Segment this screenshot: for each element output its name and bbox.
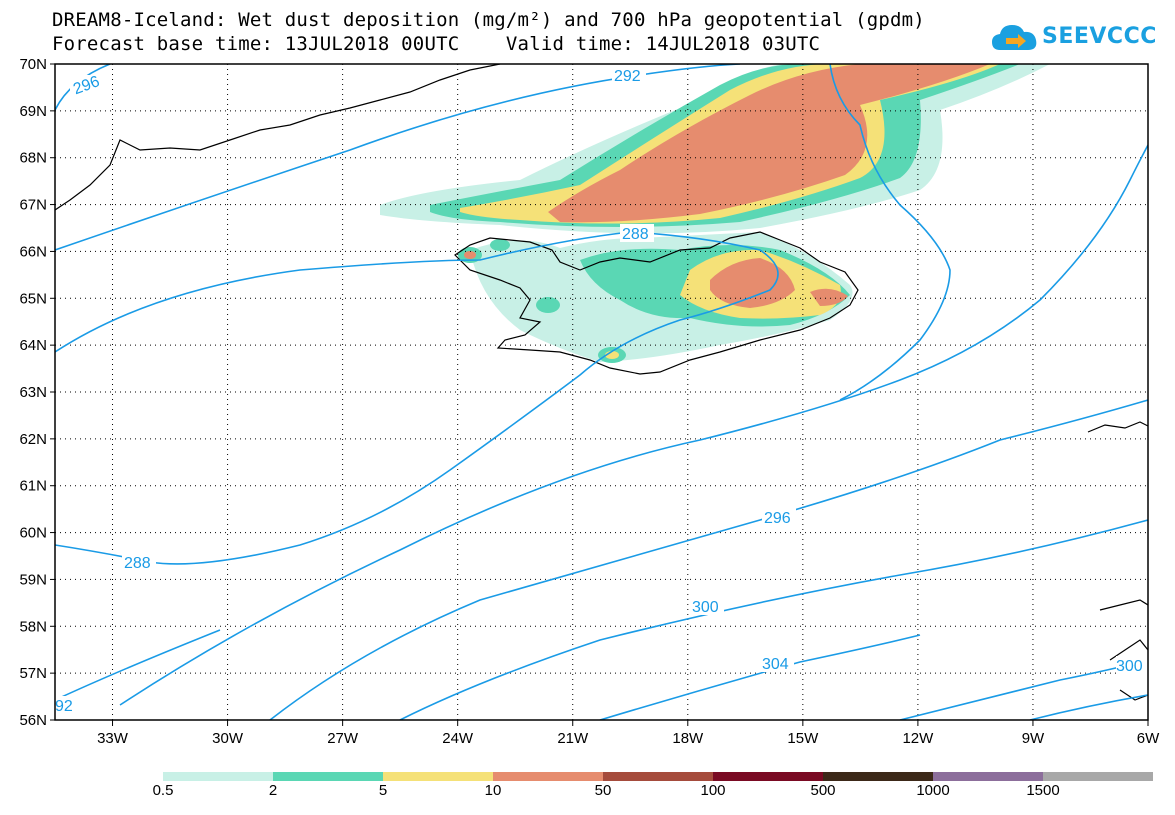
contour-label-288-south: 288: [124, 555, 151, 572]
lat-tick-label: 65N: [19, 290, 47, 307]
colorbar-label: 5: [378, 782, 388, 799]
lat-tick-label: 60N: [19, 525, 47, 542]
colorbar-label: 1000: [916, 782, 950, 799]
contour-label-300-se: 300: [1116, 658, 1143, 675]
greenland-coastline: [55, 64, 501, 211]
lat-tick-label: 63N: [19, 384, 47, 401]
lon-tick-label: 21W: [557, 730, 589, 747]
contour-label-288-north: 288: [622, 226, 649, 243]
latitude-axis: 70N 69N 68N 67N 66N 65N 64N 63N 62N 61N 60N 59N 58N 5…: [19, 56, 55, 729]
lat-tick-label: 62N: [19, 431, 47, 448]
lon-tick-label: 15W: [787, 730, 819, 747]
map-title: DREAM8-Iceland: Wet dust deposition (mg/…: [52, 9, 925, 31]
lat-tick-label: 69N: [19, 103, 47, 120]
colorbar-label: 2: [268, 782, 278, 799]
faroe-coastline: [1087, 421, 1148, 433]
lat-tick-label: 68N: [19, 150, 47, 167]
colorbar-swatch: [493, 772, 603, 781]
lon-tick-label: 27W: [327, 730, 359, 747]
colorbar-swatch: [933, 772, 1043, 781]
lon-tick-label: 30W: [212, 730, 244, 747]
contour-label-300: 300: [692, 599, 719, 616]
contour-label-296-mid: 296: [764, 510, 791, 527]
iceland-level-4b: [810, 288, 848, 306]
contour-label-304: 304: [762, 656, 789, 673]
colorbar-swatch: [273, 772, 383, 781]
lat-tick-label: 61N: [19, 478, 47, 495]
colorbar-swatch: [163, 772, 273, 781]
contour-292-sw: [55, 629, 221, 701]
colorbar-swatch: [603, 772, 713, 781]
contour-304: [399, 519, 1148, 720]
lon-tick-label: 18W: [672, 730, 704, 747]
logo-text: SEEVCCC: [1042, 24, 1157, 49]
colorbar-swatch: [1043, 772, 1153, 781]
cloud-icon: [992, 25, 1037, 50]
lat-tick-label: 56N: [19, 712, 47, 729]
lon-tick-label: 9W: [1022, 730, 1045, 747]
iceland-coastline: [454, 231, 859, 375]
graticule: [55, 64, 1148, 720]
colorbar: [163, 772, 1153, 781]
lon-tick-label: 24W: [442, 730, 474, 747]
lat-tick-label: 59N: [19, 571, 47, 588]
colorbar-label: 0.5: [152, 782, 174, 799]
iceland-level-4a: [710, 258, 795, 308]
colorbar-label: 50: [594, 782, 612, 799]
colorbar-label: 10: [484, 782, 502, 799]
plume-level-4: [548, 64, 990, 223]
contour-label-group: 296 292 288 288 296 300 304 92 300: [55, 66, 1148, 715]
contour-300: [269, 399, 1148, 720]
lat-tick-label: 67N: [19, 197, 47, 214]
colorbar-swatch: [823, 772, 933, 781]
lon-tick-label: 12W: [902, 730, 934, 747]
contour-288-north: [55, 231, 779, 565]
dust-deposition-field: [380, 64, 1050, 363]
map-subtitle: Forecast base time: 13JUL2018 00UTC Vali…: [52, 33, 821, 55]
lat-tick-label: 70N: [19, 56, 47, 73]
longitude-axis: 33W 30W 27W 24W 21W 18W 15W 12W 9W 6W: [97, 720, 1160, 747]
seevccc-logo: SEEVCCC: [990, 20, 1170, 60]
contour-292-top: [55, 64, 741, 251]
colorbar-swatch: [383, 772, 493, 781]
colorbar-label: 100: [700, 782, 726, 799]
lat-tick-label: 58N: [19, 618, 47, 635]
contour-296-mid: [119, 144, 1148, 706]
contour-308: [599, 634, 921, 720]
contour-288-east: [829, 64, 951, 401]
lon-tick-label: 6W: [1137, 730, 1160, 747]
scotland-coastline: [1099, 599, 1148, 701]
geopotential-contours: [55, 64, 1148, 720]
colorbar-swatch: [713, 772, 823, 781]
colorbar-label: 500: [810, 782, 836, 799]
lat-tick-label: 66N: [19, 243, 47, 260]
colorbar-label: 1500: [1026, 782, 1060, 799]
coastlines: [55, 64, 1148, 701]
contour-300-se: [899, 659, 1148, 720]
lat-tick-label: 64N: [19, 337, 47, 354]
lat-tick-label: 57N: [19, 665, 47, 682]
contour-304-se: [1029, 694, 1148, 720]
contour-label-292-top: 292: [614, 68, 641, 85]
lon-tick-label: 33W: [97, 730, 129, 747]
contour-label-292-sw: 92: [55, 698, 73, 715]
